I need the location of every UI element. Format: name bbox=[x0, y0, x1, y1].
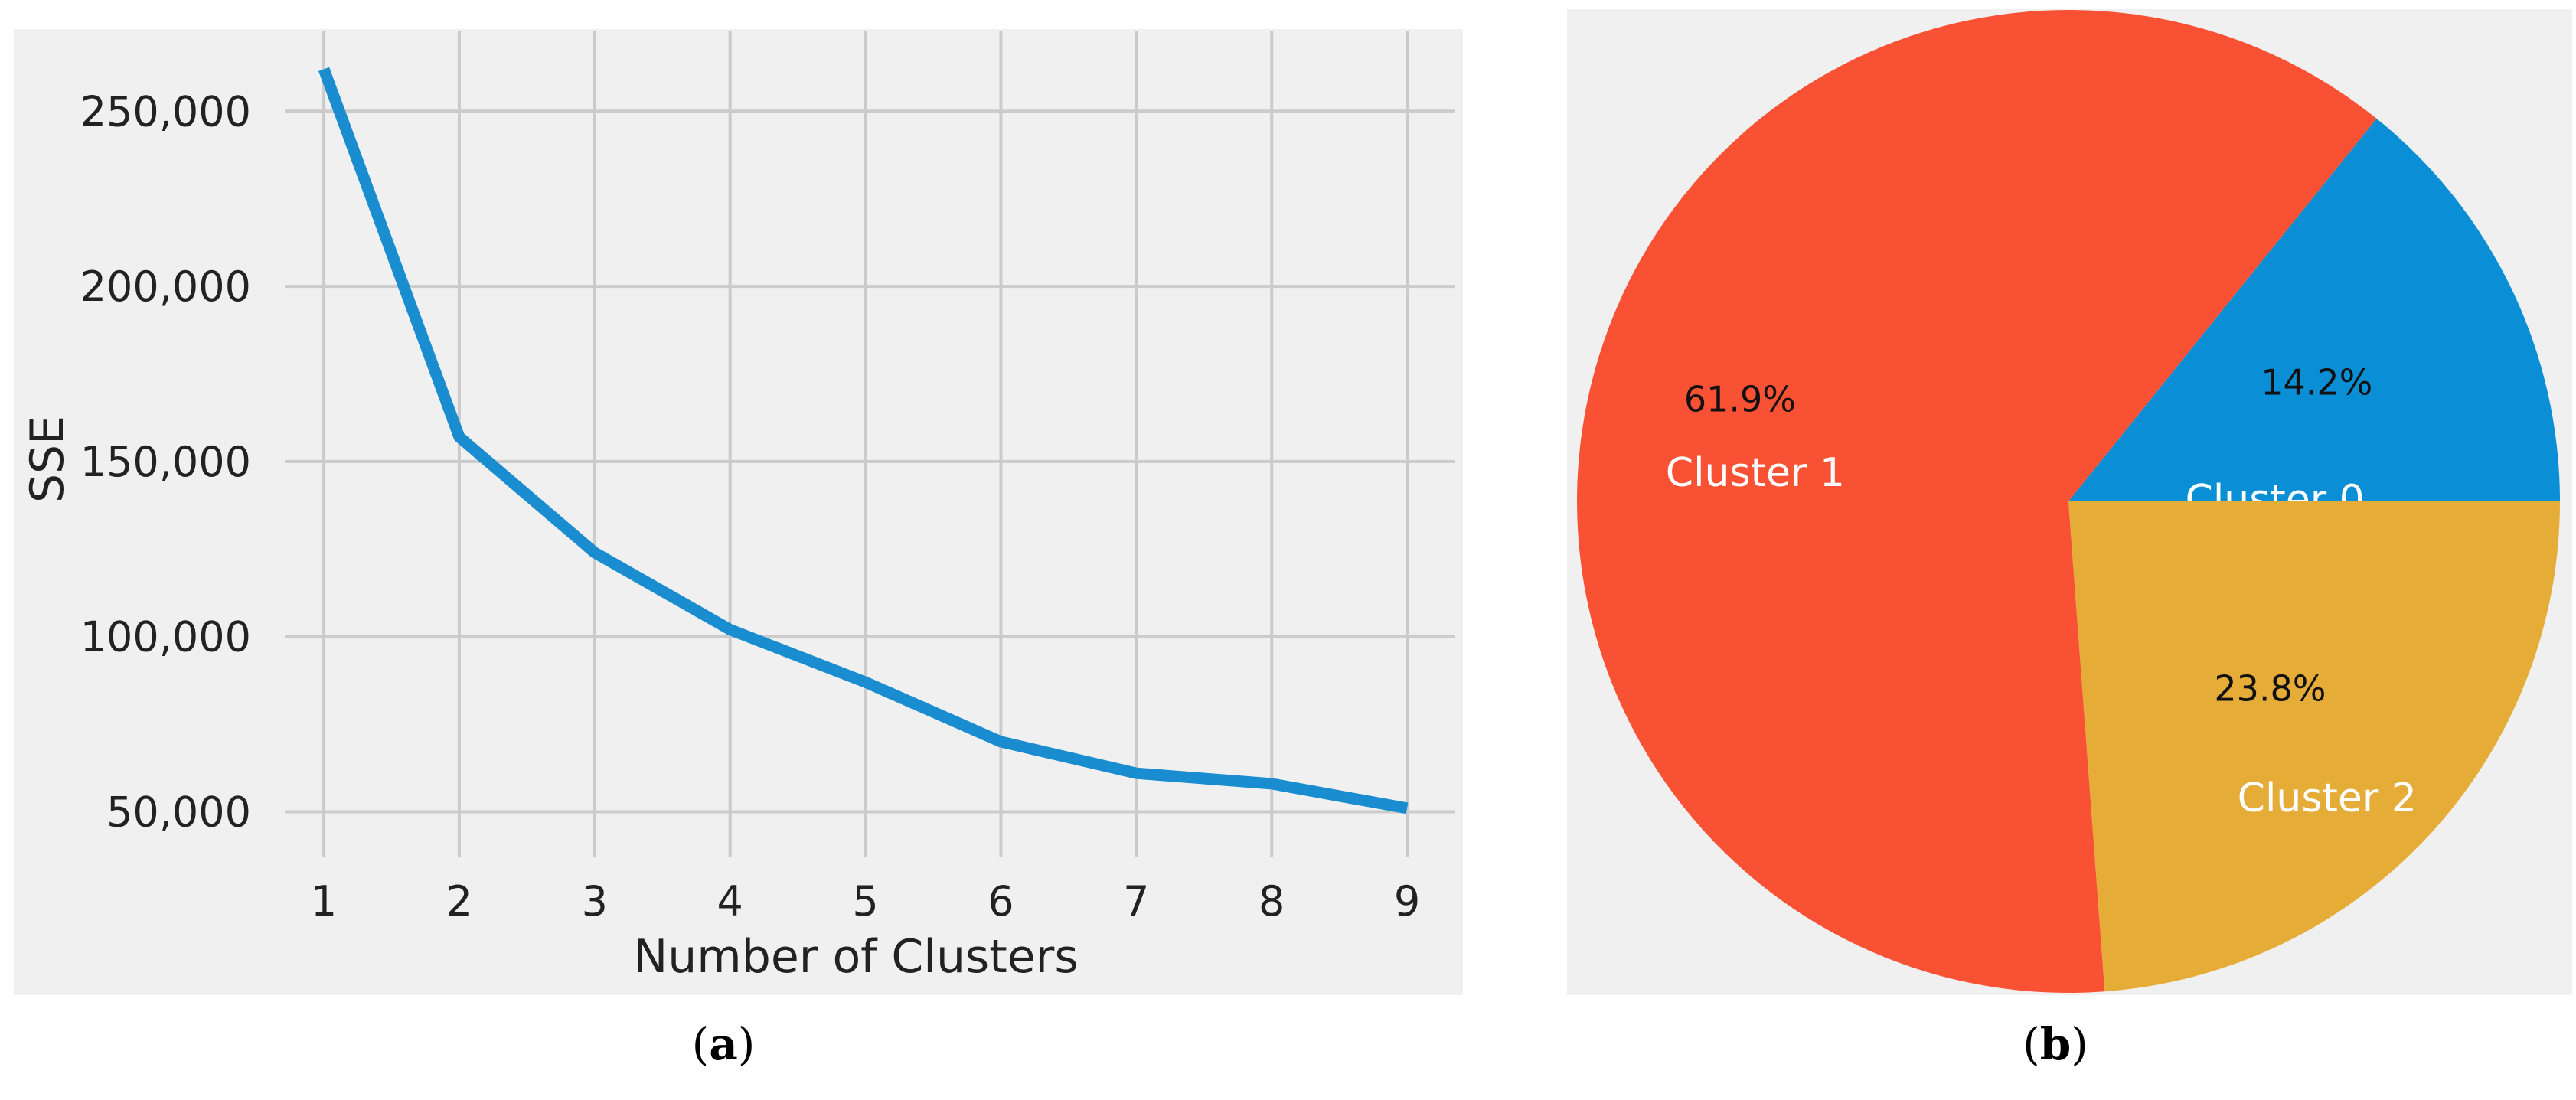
x-tick-label: 5 bbox=[852, 877, 878, 925]
sse-line bbox=[318, 67, 1409, 814]
plot-background bbox=[14, 29, 1463, 995]
x-tick-label: 4 bbox=[717, 877, 743, 925]
caption-a: (a) bbox=[691, 1018, 756, 1070]
x-axis-label: Number of Clusters bbox=[633, 930, 1078, 984]
caption-b-letter: b bbox=[2039, 1018, 2072, 1070]
pie-percent-label: 23.8% bbox=[2214, 668, 2326, 710]
pie-slice-cluster-1 bbox=[1576, 9, 2377, 994]
pie-percent-label: 14.2% bbox=[2261, 362, 2372, 403]
elbow-chart: 1 2 3 4 5 6 7 8 9 50,000 100,000 150,000 200,000 250,… bbox=[14, 29, 1463, 995]
pie-slice-label: Cluster 1 bbox=[1666, 450, 1845, 496]
x-tick-label: 8 bbox=[1259, 877, 1285, 925]
y-tick-label: 150,000 bbox=[80, 438, 251, 486]
pie-slice-cluster-2 bbox=[2068, 501, 2560, 992]
y-tick-label: 250,000 bbox=[80, 87, 251, 135]
pie-slice-label: Cluster 2 bbox=[2238, 775, 2417, 821]
pie-percent-label: 61.9% bbox=[1684, 378, 1796, 419]
x-tick-label: 2 bbox=[446, 877, 472, 925]
pie-slice-cluster-0 bbox=[2068, 118, 2560, 501]
cluster-pie-chart: 14.2%Cluster 061.9%Cluster 123.8%Cluster… bbox=[1567, 9, 2572, 995]
x-tick-label: 3 bbox=[582, 877, 608, 925]
x-tick-label: 7 bbox=[1123, 877, 1149, 925]
x-tick-label: 6 bbox=[988, 877, 1014, 925]
caption-b: (b) bbox=[2023, 1018, 2088, 1070]
y-tick-label: 200,000 bbox=[80, 263, 251, 311]
y-axis-label: SSE bbox=[21, 416, 74, 503]
y-tick-label: 50,000 bbox=[106, 788, 251, 837]
y-tick-label: 100,000 bbox=[80, 613, 251, 661]
x-tick-label: 1 bbox=[311, 877, 337, 925]
caption-a-letter: a bbox=[709, 1018, 738, 1070]
x-tick-label: 9 bbox=[1394, 877, 1420, 925]
